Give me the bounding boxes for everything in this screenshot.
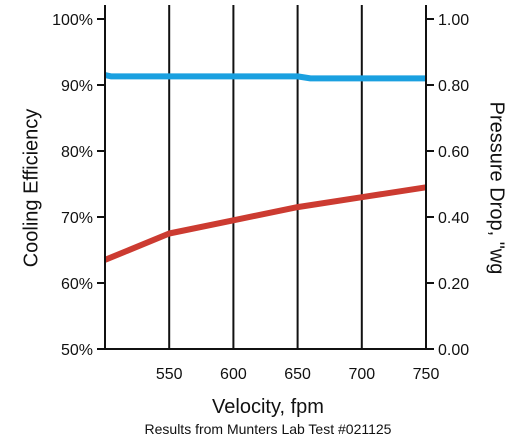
x-tick-label: 750 [413, 366, 440, 383]
left-axis-title: Cooling Efficiency [20, 109, 42, 268]
x-axis-title: Velocity, fpm [212, 396, 324, 418]
x-tick-label: 700 [348, 366, 375, 383]
tick-labels: 550 600 650 700 750 50% 60% 70% 80% 90% 100% 0.00 0.… [52, 12, 469, 383]
grid-lines [97, 5, 434, 350]
left-tick-label: 100% [52, 12, 93, 29]
right-tick-label: 0.00 [438, 342, 469, 359]
right-tick-label: 0.40 [438, 210, 469, 227]
series-line-pressure-drop [103, 184, 427, 263]
left-tick-label: 60% [61, 276, 93, 293]
left-tick-label: 80% [61, 144, 93, 161]
plot-frame [104, 5, 427, 350]
series-line-efficiency [104, 72, 426, 82]
left-tick-label: 70% [61, 210, 93, 227]
left-tick-label: 50% [61, 342, 93, 359]
right-tick-label: 0.60 [438, 144, 469, 161]
right-axis-title: Pressure Drop, "wg [486, 102, 508, 275]
x-tick-label: 600 [220, 366, 247, 383]
right-tick-label: 0.80 [438, 78, 469, 95]
right-tick-label: 1.00 [438, 12, 469, 29]
right-tick-label: 0.20 [438, 276, 469, 293]
x-tick-label: 650 [284, 366, 311, 383]
footnote: Results from Munters Lab Test #021125 [145, 421, 392, 437]
series-lines [103, 72, 427, 263]
left-tick-label: 90% [61, 78, 93, 95]
x-tick-label: 550 [156, 366, 183, 383]
